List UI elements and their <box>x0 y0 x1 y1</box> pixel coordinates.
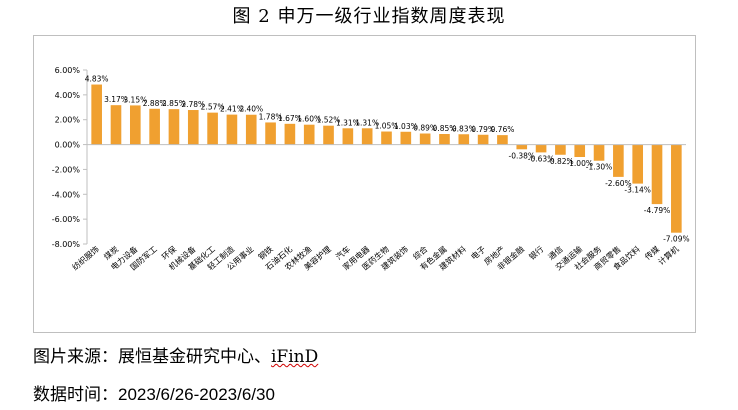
data-label: -7.09% <box>663 235 690 244</box>
data-label: -2.60% <box>605 179 632 188</box>
bar <box>187 110 199 145</box>
data-label: -0.63% <box>528 154 555 163</box>
data-label: -3.14% <box>624 186 651 195</box>
source-brand: iFinD <box>271 347 319 367</box>
bar <box>574 144 586 157</box>
y-tick-label: -2.00% <box>52 165 81 174</box>
bar <box>91 84 102 145</box>
data-label: 2.78% <box>181 100 205 109</box>
data-label: -0.38% <box>508 151 535 160</box>
y-tick-label: -6.00% <box>52 215 81 224</box>
data-label: -0.82% <box>547 157 574 166</box>
data-label: 1.52% <box>317 116 341 125</box>
figure-title: 图 2 申万一级行业指数周度表现 <box>232 6 506 27</box>
data-label: 1.03% <box>394 122 418 131</box>
bar <box>516 144 528 150</box>
data-label: 0.85% <box>433 124 457 133</box>
bar <box>361 128 373 145</box>
data-label: 0.79% <box>471 125 495 134</box>
bar <box>381 131 392 145</box>
bar <box>226 114 238 145</box>
data-label: -1.30% <box>586 163 613 172</box>
bar-chart: 6.00% 4.00% 2.00% 0.00% -2.00% -4.00% -6.00% -8… <box>52 66 690 272</box>
bar <box>129 105 141 145</box>
data-label: 2.85% <box>162 99 186 108</box>
data-label: 3.17% <box>104 95 128 104</box>
data-label: -1.00% <box>566 159 593 168</box>
x-tick-label: 银行 <box>527 244 546 262</box>
bar <box>671 144 682 233</box>
data-label: 1.31% <box>355 118 379 127</box>
bar <box>593 144 605 161</box>
bar <box>439 134 450 145</box>
bar <box>400 131 412 145</box>
source-text: 图片来源：展恒基金研究中心、 <box>33 347 271 367</box>
data-label: 3.15% <box>123 95 147 104</box>
y-tick-label: -4.00% <box>52 190 81 199</box>
data-label: 0.83% <box>452 124 476 133</box>
data-label: 2.40% <box>239 105 263 114</box>
data-period: 数据时间：2023/6/26-2023/6/30 <box>33 380 275 405</box>
data-label: 1.78% <box>259 112 283 121</box>
bar <box>613 144 624 177</box>
bar <box>458 134 470 145</box>
bar <box>535 144 547 153</box>
data-label: 2.57% <box>201 103 225 112</box>
bar <box>477 134 489 145</box>
data-label: 0.89% <box>413 124 437 133</box>
data-label: -4.79% <box>644 206 671 215</box>
bar <box>168 109 180 145</box>
data-label: 1.60% <box>297 115 321 124</box>
bar <box>497 135 508 145</box>
bar <box>265 122 276 145</box>
data-label: 4.83% <box>85 75 109 84</box>
y-tick-label: -8.00% <box>52 240 81 249</box>
y-tick-label: 0.00% <box>55 141 81 150</box>
bar <box>342 128 354 145</box>
bar <box>110 105 122 145</box>
period-label: 数据时间： <box>33 385 118 405</box>
bar <box>303 124 315 145</box>
x-tick-label: 计算机 <box>656 244 681 267</box>
bar <box>284 123 296 145</box>
bar <box>207 112 218 145</box>
data-label: 0.76% <box>491 125 515 134</box>
data-label: 1.05% <box>375 122 399 131</box>
data-label: 1.67% <box>278 114 302 123</box>
figure-source: 图片来源：展恒基金研究中心、iFinD <box>33 342 318 367</box>
bar <box>419 133 431 145</box>
data-label: 2.41% <box>220 105 244 114</box>
bar <box>323 125 334 145</box>
y-tick-label: 6.00% <box>55 66 81 75</box>
data-label: 2.88% <box>143 99 167 108</box>
bar <box>651 144 663 205</box>
y-tick-label: 4.00% <box>55 91 81 100</box>
bar <box>245 114 257 145</box>
data-label: 1.31% <box>336 118 360 127</box>
bar <box>632 144 644 184</box>
period-value: 2023/6/26-2023/6/30 <box>118 385 275 404</box>
bar <box>149 108 160 145</box>
y-tick-label: 2.00% <box>55 116 81 125</box>
bar <box>555 144 566 155</box>
chart-frame <box>33 35 696 333</box>
